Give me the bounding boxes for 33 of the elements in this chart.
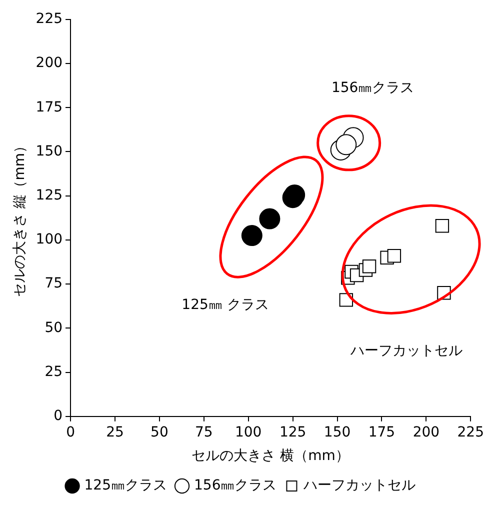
y-tick-label: 200 (36, 55, 63, 72)
x-tick-label: 125 (279, 424, 306, 440)
point (259, 208, 280, 230)
y-tick-label: 100 (36, 232, 63, 248)
annotation: 125㎜ クラス (182, 296, 269, 313)
x-tick-label: 200 (412, 424, 440, 440)
x-tick-label: 100 (234, 424, 262, 440)
legend-label: ハーフカットセル (302, 478, 416, 494)
point (362, 260, 376, 274)
annotation: 156㎜クラス (331, 80, 414, 96)
point (387, 248, 402, 263)
x-tick-label: 50 (150, 424, 168, 440)
x-axis-title: セルの大きさ 横（mm） (192, 448, 350, 464)
x-tick-label: 150 (324, 424, 351, 440)
y-tick-label: 25 (44, 364, 63, 380)
point (241, 225, 262, 246)
legend-label: 156㎜クラス (194, 478, 277, 494)
x-tick-label: 225 (457, 424, 484, 440)
y-tick-label: 125 (36, 187, 63, 204)
y-tick-label: 50 (44, 320, 63, 336)
x-tick-label: 0 (66, 424, 75, 440)
point (435, 218, 450, 233)
annotation: ハーフカットセル (350, 342, 463, 359)
x-tick-label: 75 (194, 424, 213, 440)
legend-label: 125㎜クラス (84, 478, 168, 494)
y-tick-label: 150 (36, 143, 63, 160)
y-tick-label: 0 (54, 408, 63, 424)
y-tick-label: 75 (44, 276, 63, 292)
x-tick-label: 25 (106, 424, 124, 440)
y-tick-label: 225 (36, 11, 63, 28)
y-tick-label: 175 (36, 99, 63, 116)
y-axis-title: セルの大きさ 縦（mm） (12, 139, 28, 297)
x-tick-label: 175 (368, 424, 396, 440)
